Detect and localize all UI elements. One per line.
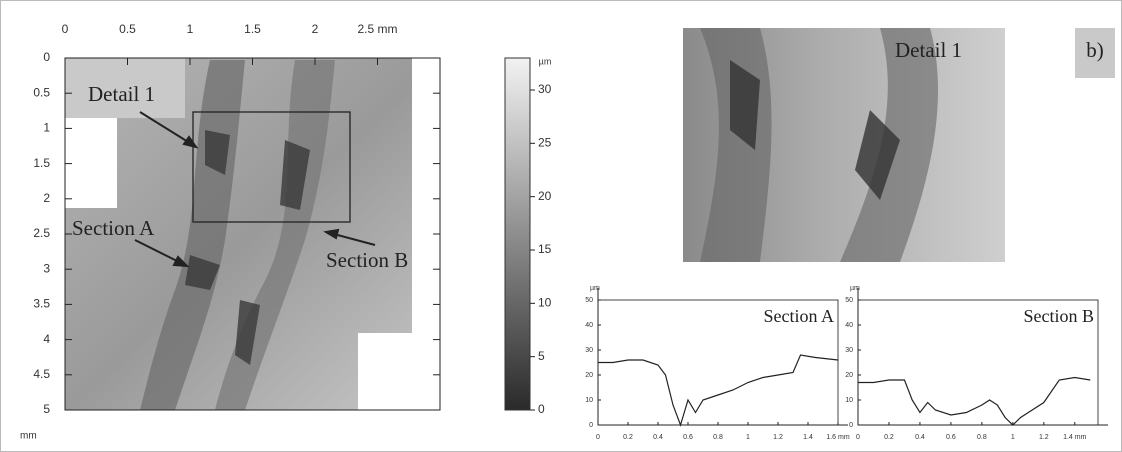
y-tick-label: 0 (589, 422, 593, 429)
colorbar-tick-label: 20 (538, 189, 552, 203)
y-tick-label: 40 (845, 322, 853, 329)
x-tick-label: 1 (1011, 434, 1015, 441)
x-tick-label: 0.6 (683, 434, 693, 441)
x-tick-label: 0.8 (977, 434, 987, 441)
x-tick-label: 0.2 (623, 434, 633, 441)
x-tick-label: 0.5 (119, 22, 136, 36)
y-axis-label: µm (850, 285, 860, 292)
y-tick-label: 30 (585, 347, 593, 354)
x-tick-label: 1.5 (244, 22, 261, 36)
colorbar-tick-label: 5 (538, 349, 545, 363)
x-tick-label: 1.4 (803, 434, 813, 441)
x-tick-label: 1.2 (773, 434, 783, 441)
x-tick-label: 1.4 mm (1063, 434, 1087, 441)
x-tick-label: 1 (746, 434, 750, 441)
profile-line (858, 376, 1091, 426)
colorbar-tick-label: 15 (538, 242, 552, 256)
x-tick-label: 0.4 (915, 434, 925, 441)
colorbar-tick-label: 30 (538, 82, 552, 96)
y-tick-label: 30 (845, 347, 853, 354)
colorbar-tick-label: 10 (538, 296, 552, 310)
x-tick-label: 2 (312, 22, 319, 36)
y-tick-label: 10 (845, 397, 853, 404)
y-tick-label: 2.5 (33, 226, 50, 240)
x-tick-label: 0.2 (884, 434, 894, 441)
x-tick-label: 1.2 (1039, 434, 1049, 441)
profile-line (598, 354, 839, 427)
y-tick-label: 1 (43, 121, 50, 135)
y-tick-label: 3 (43, 261, 50, 275)
y-axis-label: mm (20, 431, 37, 442)
x-tick-label: 0.4 (653, 434, 663, 441)
y-tick-label: 20 (845, 372, 853, 379)
y-tick-label: 5 (43, 402, 50, 416)
y-tick-label: 3.5 (33, 297, 50, 311)
y-axis-label: µm (590, 285, 600, 292)
y-tick-label: 40 (585, 322, 593, 329)
x-tick-label: 2.5 mm (357, 22, 397, 36)
detail-title: Detail 1 (895, 38, 962, 62)
x-tick-label: 0 (856, 434, 860, 441)
colorbar-tick-label: 0 (538, 402, 545, 416)
y-tick-label: 50 (585, 297, 593, 304)
annotation: Section A (72, 216, 155, 240)
annotation: Detail 1 (88, 82, 155, 106)
x-tick-label: 1 (187, 22, 194, 36)
annotation: Section B (326, 248, 408, 272)
x-tick-label: 1.6 mm (826, 434, 850, 441)
surface-image (65, 58, 440, 410)
x-tick-label: 0.6 (946, 434, 956, 441)
x-tick-label: 0 (62, 22, 69, 36)
y-tick-label: 50 (845, 297, 853, 304)
colorbar-tick-label: 25 (538, 136, 552, 150)
arrows (134, 111, 376, 268)
plot-title: Section B (1024, 306, 1095, 326)
y-tick-label: 1.5 (33, 156, 50, 170)
y-tick-label: 0.5 (33, 85, 50, 99)
colorbar (504, 57, 531, 411)
y-tick-label: 10 (585, 397, 593, 404)
x-tick-label: 0.8 (713, 434, 723, 441)
panel-label: b) (1086, 38, 1104, 62)
y-tick-label: 20 (585, 372, 593, 379)
plot-title: Section A (764, 306, 835, 326)
detail-image (683, 28, 1005, 262)
y-tick-label: 0 (849, 422, 853, 429)
colorbar-label: µm (539, 56, 552, 66)
y-tick-label: 0 (43, 50, 50, 64)
y-tick-label: 2 (43, 191, 50, 205)
x-tick-label: 0 (596, 434, 600, 441)
panel-label-box (1075, 28, 1115, 78)
y-tick-label: 4 (43, 332, 50, 346)
y-tick-label: 4.5 (33, 367, 50, 381)
